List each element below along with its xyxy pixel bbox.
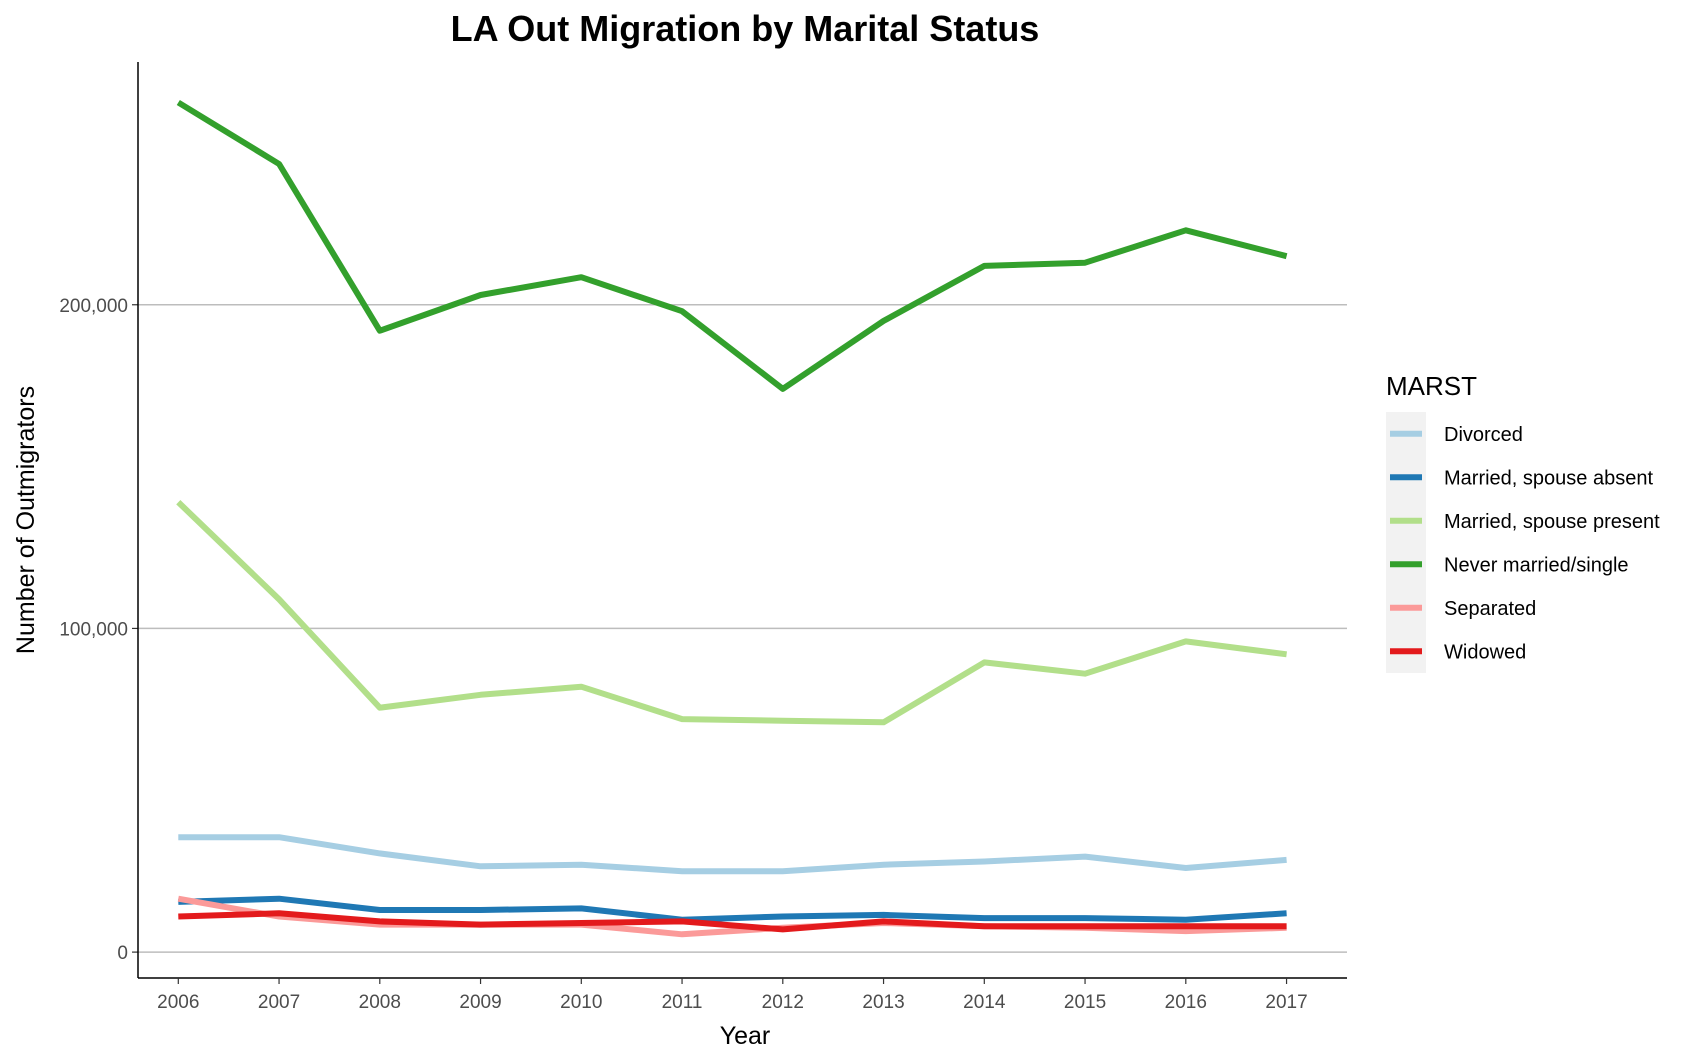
y-tick-label: 100,000 bbox=[59, 619, 128, 640]
series-line-divorced bbox=[178, 834, 1287, 875]
x-tick-label: 2006 bbox=[157, 992, 199, 1013]
legend: MARST Divorced Married, spouse absent Marri… bbox=[1386, 371, 1660, 673]
series-line-widowed bbox=[178, 910, 1287, 933]
y-tick-label: 200,000 bbox=[59, 296, 128, 317]
axes: 0 100,000 200,000 2006 2007 2008 2009 2010 2011 2… bbox=[59, 62, 1347, 1013]
series-line-married-spouse-present bbox=[176, 500, 1287, 726]
x-tick-label: 2013 bbox=[862, 992, 904, 1013]
x-tick-label: 2011 bbox=[662, 992, 703, 1013]
x-tick-label: 2015 bbox=[1064, 992, 1106, 1013]
legend-label: Never married/single bbox=[1444, 554, 1629, 576]
x-tick-label: 2008 bbox=[359, 992, 401, 1013]
y-tick-label: 0 bbox=[117, 943, 128, 964]
legend-label: Widowed bbox=[1444, 641, 1526, 663]
x-tick-label: 2014 bbox=[963, 992, 1006, 1013]
x-tick-label: 2017 bbox=[1265, 992, 1307, 1013]
x-tick-label: 2012 bbox=[762, 992, 804, 1013]
series-line-never-married-single bbox=[176, 99, 1288, 392]
series-line-married-spouse-absent bbox=[178, 895, 1287, 923]
y-axis-title: Number of Outmigrators bbox=[12, 386, 40, 654]
series-lines bbox=[176, 99, 1288, 938]
legend-label: Married, spouse absent bbox=[1444, 467, 1653, 489]
gridlines bbox=[138, 304, 1347, 953]
x-tick-label: 2010 bbox=[560, 992, 602, 1013]
x-tick-label: 2009 bbox=[459, 992, 501, 1013]
x-axis-title: Year bbox=[720, 1022, 771, 1050]
x-tick-label: 2016 bbox=[1165, 992, 1207, 1013]
chart-title: LA Out Migration by Marital Status bbox=[451, 8, 1040, 49]
x-tick-label: 2007 bbox=[258, 992, 300, 1013]
legend-label: Married, spouse present bbox=[1444, 511, 1660, 533]
legend-label: Separated bbox=[1444, 598, 1536, 620]
legend-label: Divorced bbox=[1444, 424, 1523, 446]
legend-title: MARST bbox=[1386, 371, 1477, 401]
